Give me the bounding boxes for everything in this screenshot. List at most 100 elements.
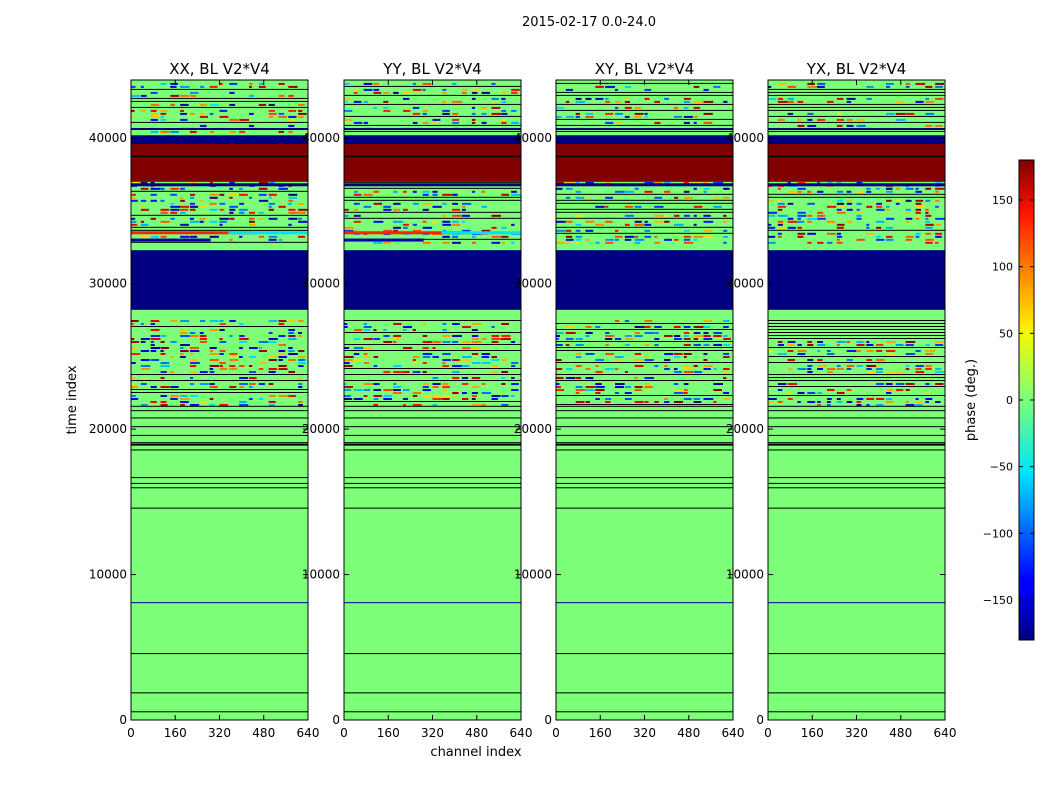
noise-cell	[605, 196, 613, 199]
noise-cell	[268, 208, 274, 211]
noise-cell	[693, 335, 704, 337]
noise-cell	[683, 235, 691, 238]
time-separator	[556, 426, 733, 428]
noise-cell	[131, 196, 136, 199]
noise-cell	[239, 386, 245, 388]
panel-xx: XX, BL V2*V40 160 320 480 640010000200003000…	[89, 60, 320, 740]
noise-cell	[634, 223, 645, 226]
noise-cell	[432, 190, 438, 193]
time-separator	[556, 410, 733, 412]
colorbar-tick-label: −150	[983, 594, 1013, 607]
noise-cell	[353, 359, 362, 361]
low-phase-strip	[556, 128, 733, 130]
noise-cell	[925, 214, 932, 217]
noise-cell	[160, 235, 167, 238]
noise-cell	[219, 202, 226, 205]
noise-cell	[131, 347, 136, 349]
y-tick-label: 30000	[89, 277, 127, 291]
noise-cell	[905, 220, 910, 223]
time-separator	[556, 692, 733, 694]
noise-cell	[403, 97, 410, 100]
noise-cell	[703, 100, 714, 103]
noise-cell	[693, 238, 698, 241]
noise-cell	[219, 338, 223, 340]
noise-cell	[683, 190, 690, 193]
noise-cell	[664, 220, 670, 223]
noise-separator	[556, 347, 733, 348]
noise-cell	[905, 401, 909, 403]
noise-separator	[344, 187, 521, 189]
noise-cell	[491, 214, 501, 217]
noise-cell	[170, 205, 181, 208]
noise-cell	[432, 193, 438, 196]
noise-cell	[190, 395, 199, 397]
noise-cell	[595, 365, 599, 367]
noise-cell	[190, 347, 199, 349]
noise-cell	[140, 368, 150, 370]
noise-separator	[768, 338, 945, 339]
noise-cell	[575, 214, 583, 217]
noise-cell	[664, 368, 670, 370]
noise-separator	[344, 196, 521, 198]
noise-cell	[807, 359, 814, 361]
noise-cell	[674, 196, 679, 199]
noise-cell	[575, 389, 586, 391]
noise-cell	[268, 238, 277, 241]
noise-cell	[298, 356, 306, 358]
noise-cell	[140, 205, 145, 208]
noise-cell	[180, 85, 190, 88]
noise-cell	[422, 208, 429, 211]
noise-cell	[674, 368, 678, 370]
noise-cell	[219, 82, 223, 85]
noise-cell	[190, 112, 195, 115]
noise-cell	[180, 401, 189, 403]
noise-cell	[713, 205, 722, 208]
noise-cell	[777, 220, 784, 223]
noise-cell	[836, 392, 845, 394]
band-separator	[768, 155, 945, 158]
noise-cell	[288, 353, 298, 355]
noise-cell	[713, 196, 721, 199]
noise-separator	[131, 121, 308, 123]
noise-cell	[373, 88, 379, 91]
noise-cell	[442, 383, 449, 385]
noise-separator	[768, 356, 945, 357]
noise-cell	[886, 353, 895, 355]
noise-separator	[131, 97, 308, 99]
noise-cell	[383, 91, 390, 94]
noise-cell	[432, 205, 442, 208]
noise-cell	[866, 223, 870, 226]
x-tick-label: 0	[552, 726, 560, 740]
time-separator	[556, 449, 733, 451]
time-separator	[556, 442, 733, 444]
noise-cell	[768, 97, 777, 100]
noise-cell	[634, 241, 641, 244]
noise-cell	[644, 332, 654, 334]
time-separator	[344, 410, 521, 412]
noise-cell	[140, 85, 144, 88]
noise-cell	[373, 404, 378, 406]
noise-cell	[634, 353, 642, 355]
noise-cell	[886, 371, 896, 373]
noise-cell	[556, 383, 560, 385]
noise-cell	[393, 338, 399, 340]
noise-cell	[209, 398, 214, 400]
noise-separator	[131, 190, 308, 192]
time-separator	[768, 442, 945, 444]
noise-cell	[403, 329, 407, 331]
noise-cell	[605, 100, 611, 103]
noise-cell	[190, 335, 199, 337]
noise-cell	[683, 241, 694, 244]
noise-cell	[239, 118, 249, 121]
noise-cell	[585, 335, 590, 337]
noise-cell	[180, 350, 189, 352]
noise-cell	[298, 350, 305, 352]
noise-cell	[886, 199, 892, 202]
noise-cell	[209, 329, 219, 331]
noise-cell	[344, 208, 349, 211]
noise-cell	[925, 401, 929, 403]
noise-cell	[190, 365, 197, 367]
noise-cell	[190, 193, 196, 196]
noise-cell	[777, 226, 787, 229]
noise-cell	[344, 323, 348, 325]
